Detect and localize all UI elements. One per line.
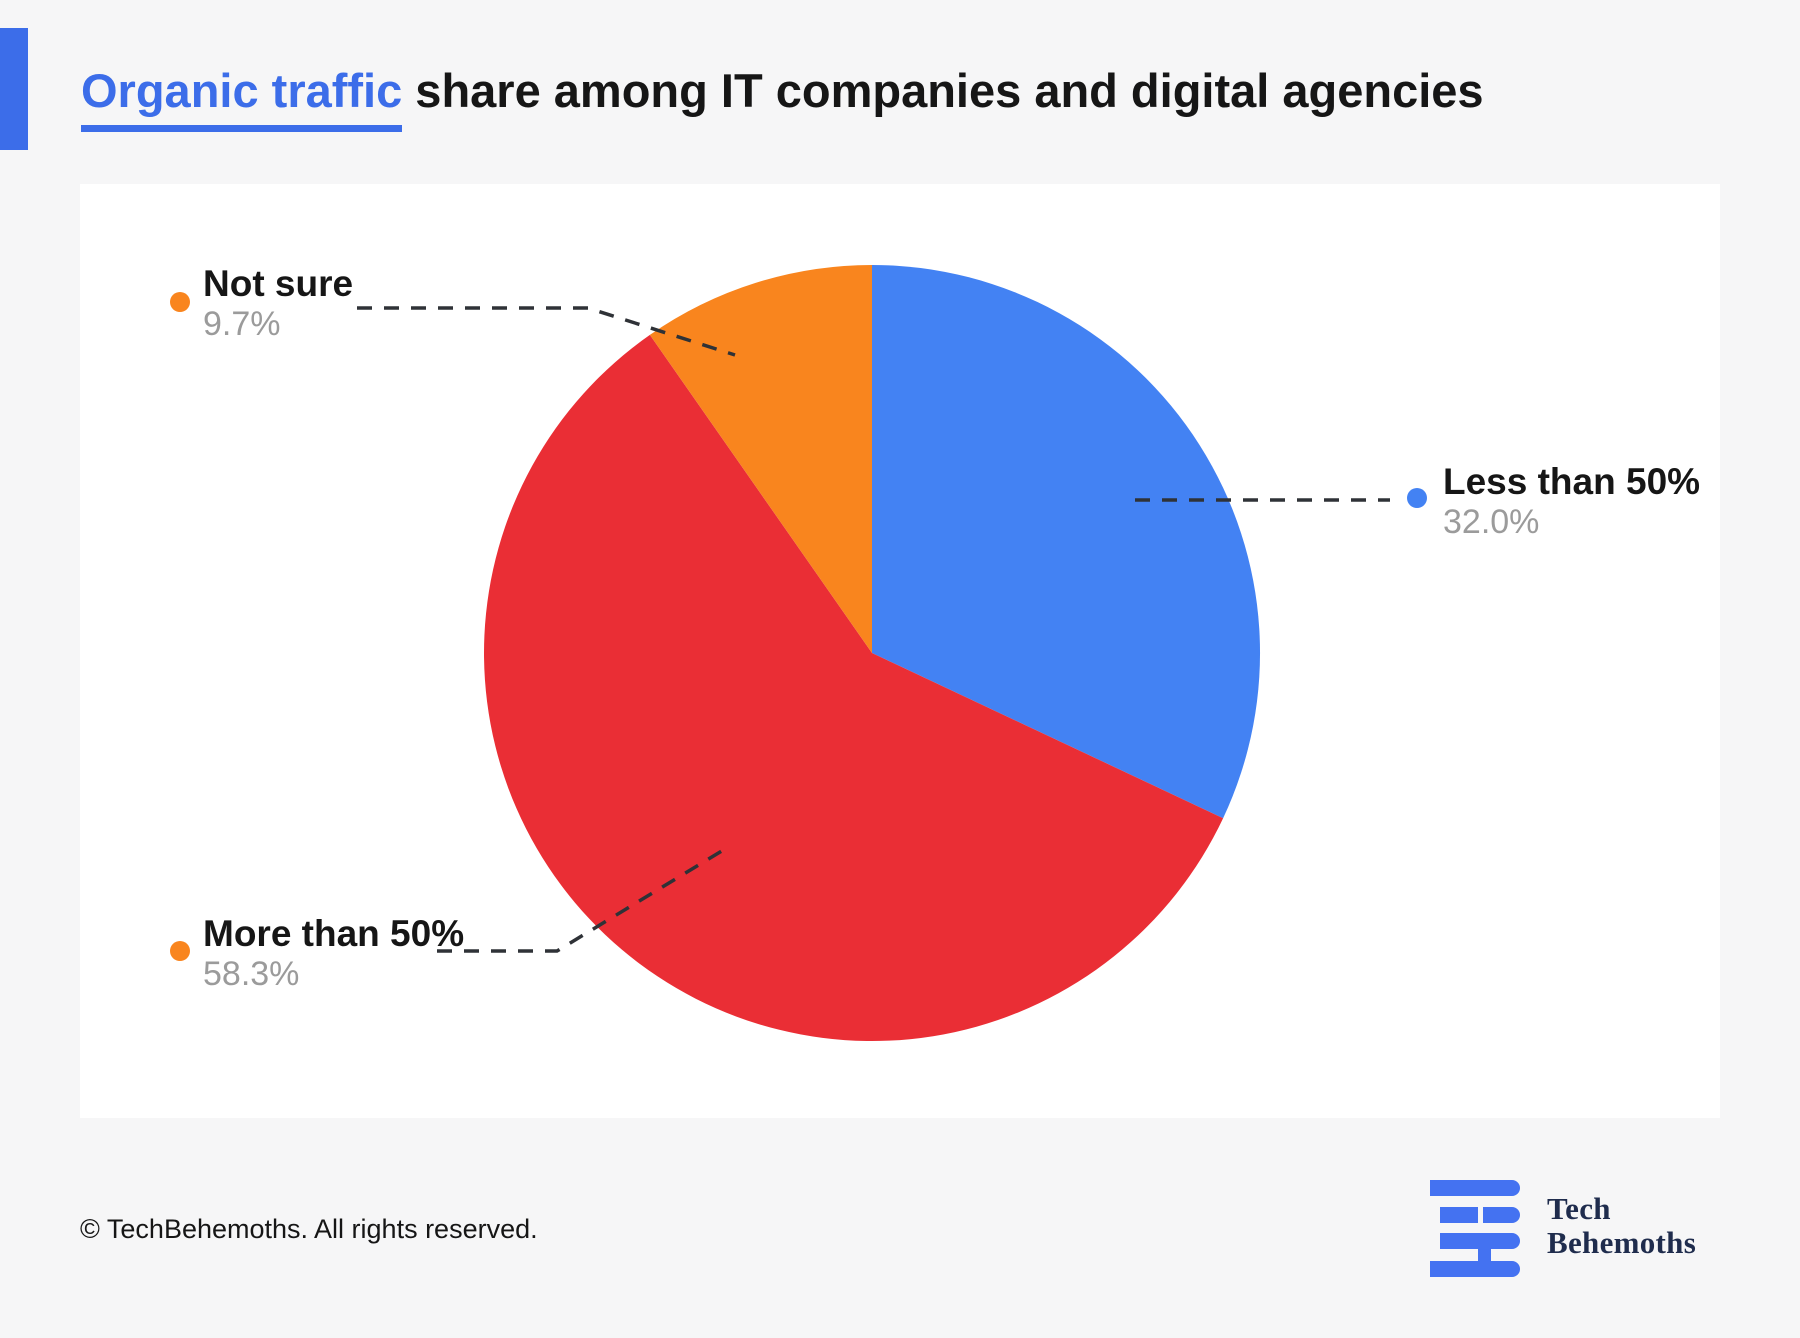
slice-label-more-than-50-value: 58.3%: [203, 955, 300, 993]
logo-bar-2-right: [1483, 1207, 1520, 1223]
slice-label-not-sure: Not sure 9.7%: [203, 264, 353, 344]
slice-label-not-sure-name: Not sure: [203, 263, 354, 304]
page-title: Organic traffic share among IT companies…: [81, 62, 1484, 132]
title-rest: share among IT companies and digital age…: [402, 64, 1484, 117]
legend-dot-not-sure: [170, 292, 190, 312]
title-highlight: Organic traffic: [81, 62, 403, 132]
slice-label-less-than-50-name: Less than 50%: [1443, 461, 1701, 502]
logo-bar-3-left: [1440, 1233, 1478, 1249]
slice-label-more-than-50-name: More than 50%: [203, 913, 465, 954]
slice-label-less-than-50: Less than 50% 32.0%: [1443, 462, 1700, 542]
techbehemoths-logo-icon: [1430, 1180, 1520, 1277]
slice-label-more-than-50: More than 50% 58.3%: [203, 914, 464, 994]
title-accent-bar: [0, 28, 28, 150]
logo-bar-2-left: [1440, 1207, 1478, 1223]
logo-bar-3-right: [1483, 1233, 1520, 1249]
techbehemoths-logo-text: Tech Behemoths: [1547, 1192, 1696, 1260]
copyright-text: © TechBehemoths. All rights reserved.: [80, 1214, 538, 1244]
logo-bar-top: [1430, 1180, 1520, 1196]
legend-dot-less-than-50: [1407, 488, 1427, 508]
slice-label-less-than-50-value: 32.0%: [1443, 503, 1540, 541]
logo-bar-bottom: [1430, 1261, 1520, 1277]
logo-text-line1: Tech: [1547, 1191, 1611, 1226]
slice-label-not-sure-value: 9.7%: [203, 305, 281, 343]
legend-dot-more-than-50: [170, 941, 190, 961]
logo-text-line2: Behemoths: [1547, 1225, 1697, 1260]
